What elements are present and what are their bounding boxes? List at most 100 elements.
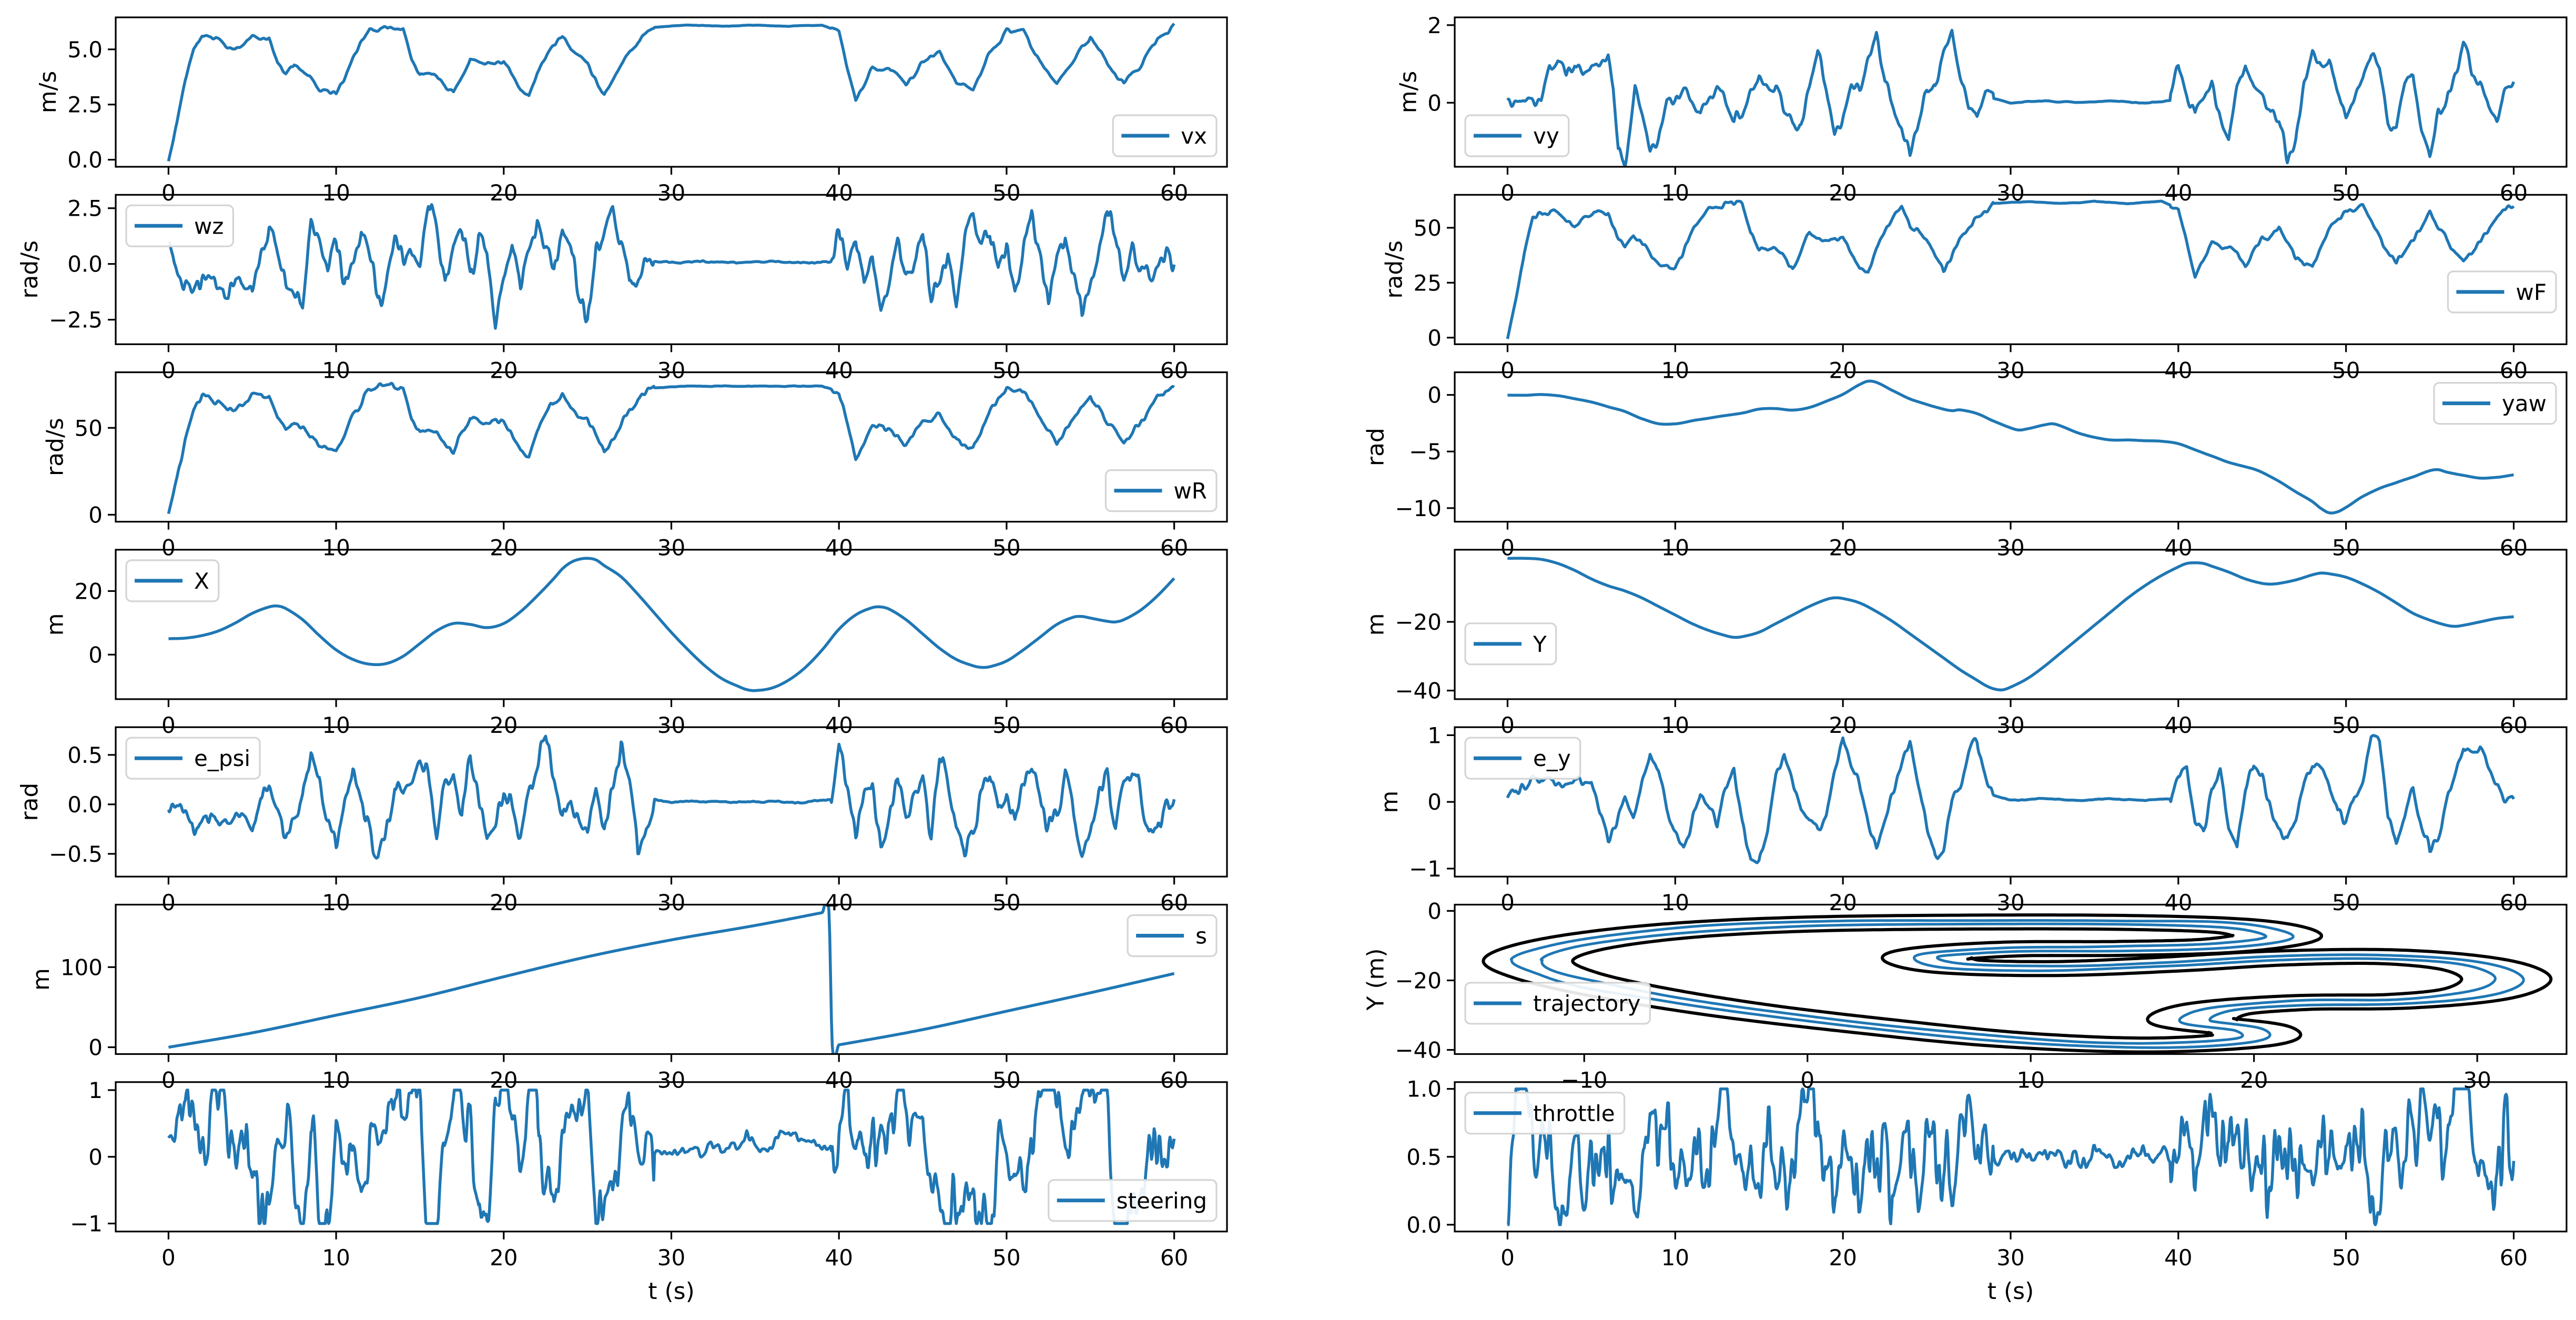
x-tick-label: 30 [1996, 890, 2024, 915]
x-tick-label: 30 [657, 712, 685, 738]
vy-y-ticks: 02 [1427, 13, 1455, 116]
steering-x-ticks [167, 1231, 1175, 1240]
e_psi-ylabel: rad [16, 783, 43, 821]
trajectory-legend: trajectory [1464, 982, 1651, 1025]
wF-x-ticks [1506, 344, 2515, 352]
y-tick-label: 0.0 [1406, 1212, 1442, 1238]
y-tick-label: 0 [1427, 898, 1442, 924]
legend-box [2433, 381, 2557, 425]
e_y-ylabel: m [1376, 791, 1403, 813]
x-tick-label: 20 [1829, 357, 1857, 383]
x-tick-label: 20 [490, 1067, 518, 1093]
x-tick-label: 50 [992, 712, 1020, 738]
Y-legend: Y [1464, 622, 1557, 666]
x-tick-label: 30 [2463, 1067, 2491, 1093]
e_y-legend: e_y [1464, 737, 1581, 780]
legend-label: yaw [2502, 391, 2547, 417]
x-tick-label: 40 [825, 890, 853, 915]
x-tick-label: 20 [1829, 1245, 1857, 1271]
x-tick-label: 10 [1661, 357, 1689, 383]
x-tick-label: 0 [161, 890, 176, 915]
x-tick-label: 0 [161, 535, 176, 561]
y-tick-label: 2 [1427, 13, 1442, 38]
x-tick-label: 60 [2500, 1245, 2528, 1271]
x-tick-label: 60 [2500, 712, 2528, 738]
legend-label: Y [1533, 631, 1547, 657]
x-tick-label: 40 [825, 712, 853, 738]
y-tick-label: 0 [88, 1144, 103, 1170]
x-tick-label: 20 [490, 535, 518, 561]
X-ylabel: m [42, 613, 69, 636]
Y-x-tick-labels: 0 10 20 30 40 50 60 [1500, 712, 2528, 738]
x-tick-label: 40 [825, 180, 853, 206]
X-legend: X [125, 559, 220, 602]
yaw-y-ticks: −10 −5 0 [1395, 382, 1455, 521]
x-tick-label: 0 [161, 1245, 176, 1271]
y-tick-label: 0.0 [67, 147, 103, 173]
vy-x-tick-labels: 0 10 20 30 40 50 60 [1500, 180, 2528, 206]
e_y-line [1506, 734, 2516, 864]
steering-y-ticks: −1 0 1 [70, 1077, 116, 1237]
e_psi-legend: e_psi [125, 737, 261, 780]
y-tick-label: 2.5 [67, 196, 103, 221]
yaw-x-tick-labels: 0 10 20 30 40 50 60 [1500, 535, 2528, 561]
y-tick-label: −1 [70, 1211, 103, 1237]
legend-box [1048, 1179, 1218, 1222]
e_y-x-ticks [1506, 876, 2515, 885]
x-tick-label: 60 [1160, 1245, 1188, 1271]
wR-legend: wR [1104, 469, 1218, 512]
y-tick-label: 0.0 [67, 792, 103, 818]
vx-line [167, 23, 1175, 162]
vy-x-ticks [1506, 167, 2515, 175]
y-tick-label: −20 [1395, 968, 1442, 993]
Y-y-ticks: −40 −20 [1395, 609, 1455, 704]
tick-labels-overlay: 0 10 20 30 40 50 600 10 20 30 40 50 600 10 20 30 40 50 600… [161, 180, 2528, 1271]
legend-label: wR [1173, 478, 1207, 504]
x-tick-label: 10 [322, 1067, 350, 1093]
x-tick-label: 30 [657, 1245, 685, 1271]
x-tick-label: 10 [322, 712, 350, 738]
x-tick-label: 20 [1829, 535, 1857, 561]
wR-x-tick-labels: 0 10 20 30 40 50 60 [161, 535, 1188, 561]
subplot-vx: 0.0 2.5 5.0m/s vx [35, 16, 1228, 175]
x-tick-label: 40 [2164, 890, 2192, 915]
throttle-xlabel: t (s) [1987, 1278, 2034, 1305]
y-tick-label: −40 [1395, 1037, 1442, 1063]
x-tick-label: 10 [1661, 535, 1689, 561]
y-tick-label: 2.5 [67, 92, 103, 118]
trajectory-line-lap2 [1539, 922, 2497, 1045]
s-y-ticks: 0 100 [60, 954, 116, 1061]
x-tick-label: 10 [322, 180, 350, 206]
x-tick-label: 60 [1160, 535, 1188, 561]
y-tick-label: −5 [1409, 439, 1442, 465]
x-tick-label: 0 [1500, 180, 1515, 206]
legend-label: trajectory [1533, 991, 1640, 1016]
legend-box [1464, 1092, 1626, 1135]
y-tick-label: 0.5 [67, 742, 103, 768]
x-tick-label: 0 [1500, 357, 1515, 383]
vx-y-ticks: 0.0 2.5 5.0 [67, 37, 116, 173]
steering-line [167, 1089, 1176, 1225]
s-line [168, 904, 1175, 1054]
x-tick-label: 10 [1661, 180, 1689, 206]
x-tick-label: 40 [2164, 1245, 2192, 1271]
y-tick-label: 0 [88, 502, 103, 528]
y-tick-label: −10 [1395, 496, 1442, 521]
x-tick-label: 0 [1800, 1067, 1814, 1093]
subplot-wz: −2.5 0.0 2.5 rad/s wz [16, 194, 1228, 352]
x-tick-label: 20 [1829, 180, 1857, 206]
wz-x-ticks [167, 344, 1175, 352]
wz-x-tick-labels: 0 10 20 30 40 50 60 [161, 357, 1188, 383]
x-tick-label: 10 [1661, 712, 1689, 738]
y-tick-label: −0.5 [49, 841, 103, 867]
y-tick-label: 0.0 [67, 251, 103, 277]
x-tick-label: 20 [490, 357, 518, 383]
x-tick-label: 10 [322, 535, 350, 561]
vy-legend: vy [1464, 114, 1570, 157]
steering-xlabel: t (s) [648, 1278, 695, 1305]
trajectory-line-lap1 [1509, 919, 2525, 1049]
e_psi-x-ticks [167, 876, 1175, 885]
trajectory-x-ticks [1583, 1054, 2478, 1062]
